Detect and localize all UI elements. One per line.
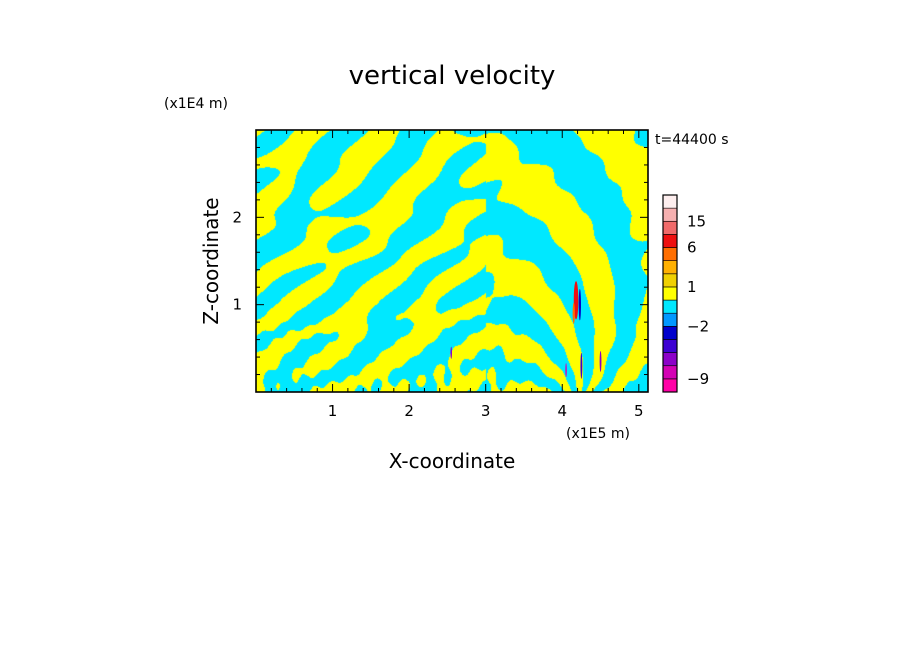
velocity-cell [573, 281, 579, 320]
colorbar-band [662, 339, 678, 353]
velocity-cell [599, 350, 602, 372]
chart-title: vertical velocity [349, 61, 556, 91]
colorbar-tick-label: −9 [687, 370, 709, 388]
velocity-cell [450, 346, 452, 359]
colorbar-band [662, 273, 678, 288]
x-tick-label: 1 [328, 402, 338, 420]
y-scale-label: (x1E4 m) [164, 96, 228, 112]
x-tick-label: 2 [404, 402, 414, 420]
colorbar-band [662, 220, 678, 235]
plot-frame [255, 129, 649, 393]
field-raster [256, 130, 648, 392]
colorbar: 15 6 1 −2 −9 [662, 194, 709, 393]
colorbar-band [662, 260, 678, 275]
velocity-cell [565, 363, 567, 378]
y-tick-label: 2 [232, 208, 242, 226]
colorbar-band [662, 352, 678, 367]
colorbar-band [662, 247, 678, 261]
y-axis-label: Z-coordinate [199, 197, 223, 324]
colorbar-frame [662, 194, 678, 393]
colorbar-band [662, 365, 678, 380]
x-tick-label: 4 [557, 402, 567, 420]
colorbar-tick-label: 1 [687, 278, 697, 296]
x-tick-label: 5 [634, 402, 644, 420]
velocity-cell [572, 302, 575, 324]
colorbar-band [662, 299, 678, 314]
plot-axes: 1 2 3 4 5 1 2 [232, 129, 649, 420]
x-axis-label: X-coordinate [389, 449, 516, 473]
y-tick-label: 1 [232, 296, 242, 314]
colorbar-band [662, 312, 678, 327]
time-label: t=44400 s [655, 132, 729, 148]
x-scale-label: (x1E5 m) [566, 426, 630, 442]
velocity-cell [578, 288, 582, 321]
colorbar-band [662, 378, 678, 393]
colorbar-tick-label: 6 [687, 239, 697, 257]
x-tick-label: 3 [481, 402, 491, 420]
colorbar-band [662, 326, 678, 340]
colorbar-band [662, 194, 678, 209]
colorbar-tick-label: 15 [687, 212, 706, 230]
colorbar-band [662, 234, 678, 248]
colorbar-tick-label: −2 [687, 317, 709, 335]
velocity-field [256, 130, 648, 392]
velocity-cell [580, 352, 583, 379]
colorbar-band [662, 286, 678, 301]
colorbar-band [662, 207, 678, 222]
